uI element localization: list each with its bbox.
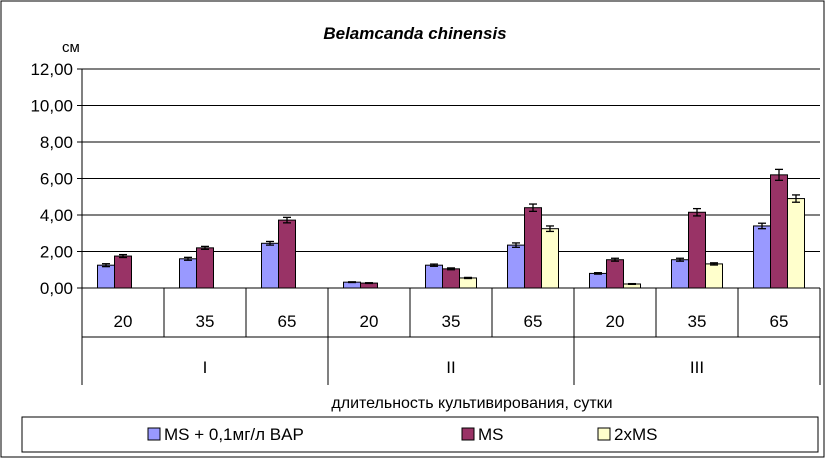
group-label: III xyxy=(690,358,704,377)
bar xyxy=(196,247,214,289)
y-tick-label: 6,00 xyxy=(40,170,73,189)
category-label: 20 xyxy=(606,312,625,331)
bar xyxy=(459,277,477,289)
legend-swatch xyxy=(461,427,475,441)
category-label: 65 xyxy=(770,312,789,331)
bar xyxy=(507,244,525,289)
y-tick-label: 10,00 xyxy=(30,97,73,116)
category-label: 20 xyxy=(360,312,379,331)
category-label: 65 xyxy=(524,312,543,331)
category-label: 35 xyxy=(196,312,215,331)
bar xyxy=(541,228,559,289)
bar xyxy=(261,242,279,289)
legend-label: 2xMS xyxy=(614,425,657,444)
legend-box xyxy=(21,416,819,453)
bar xyxy=(179,258,197,289)
legend-swatch xyxy=(147,427,161,441)
category-label: 65 xyxy=(278,312,297,331)
group-label: I xyxy=(203,358,208,377)
legend-swatch xyxy=(597,427,611,441)
x-axis: 20 35 65 20 35 65 20 35 65I II III xyxy=(81,69,821,385)
legend-label: MS + 0,1мг/л BAP xyxy=(164,425,304,444)
y-axis-ticks: 0,00 2,00 4,00 6,00 8,00 10,00 12,00 xyxy=(30,60,82,298)
bar xyxy=(671,259,689,289)
bar xyxy=(787,198,805,289)
bar xyxy=(705,263,723,289)
bar xyxy=(606,259,624,289)
category-label: 35 xyxy=(442,312,461,331)
legend: MS + 0,1мг/л BAP MS 2xMS xyxy=(21,416,819,453)
bars xyxy=(97,174,805,289)
chart-title: Belamcanda chinensis xyxy=(323,24,506,43)
y-tick-label: 0,00 xyxy=(40,279,73,298)
bar xyxy=(688,211,706,289)
category-label: 35 xyxy=(688,312,707,331)
bar xyxy=(278,219,296,289)
bar xyxy=(114,255,132,289)
x-axis-label: длительность культивирования, сутки xyxy=(331,395,612,412)
y-tick-label: 8,00 xyxy=(40,133,73,152)
y-axis-unit-label: см xyxy=(62,39,80,56)
bar xyxy=(753,225,771,289)
category-label: 20 xyxy=(114,312,133,331)
bar xyxy=(97,264,115,289)
bar xyxy=(589,272,607,289)
error-bars xyxy=(102,168,800,286)
bar xyxy=(524,207,542,289)
y-tick-label: 2,00 xyxy=(40,243,73,262)
bar xyxy=(425,264,443,289)
y-tick-label: 4,00 xyxy=(40,206,73,225)
bar xyxy=(442,268,460,289)
group-label: II xyxy=(446,358,455,377)
legend-label: MS xyxy=(478,425,504,444)
bar xyxy=(770,174,788,289)
y-tick-label: 12,00 xyxy=(30,60,73,79)
